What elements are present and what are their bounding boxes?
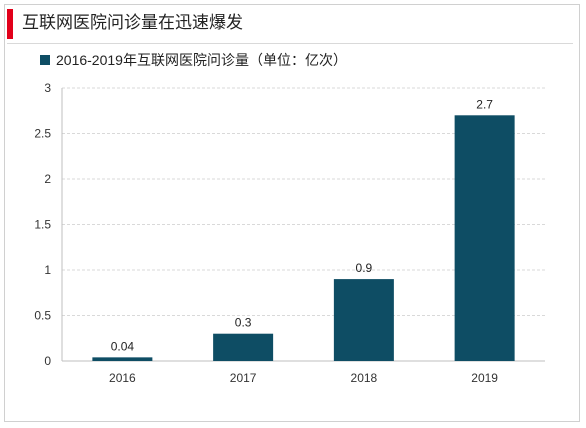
x-tick-label: 2018 [351, 371, 378, 385]
title-divider [7, 43, 573, 44]
y-tick-label: 0.5 [34, 309, 51, 323]
title-accent-bar [7, 9, 13, 39]
x-tick-label: 2017 [230, 371, 257, 385]
y-tick-label: 2 [44, 172, 51, 186]
y-tick-label: 0 [44, 354, 51, 368]
legend-swatch [40, 55, 50, 65]
legend-label: 2016-2019年互联网医院问诊量（单位：亿次） [56, 52, 347, 68]
data-label: 0.9 [356, 261, 373, 275]
y-tick-label: 3 [44, 81, 51, 95]
y-tick-label: 1 [44, 263, 51, 277]
data-label: 2.7 [476, 97, 493, 111]
bar-2018 [333, 279, 394, 361]
y-tick-label: 2.5 [34, 127, 51, 141]
bar-2017 [213, 333, 274, 361]
bar-2019 [454, 115, 515, 361]
page-title: 互联网医院问诊量在迅速爆发 [22, 13, 243, 32]
chart-legend: 2016-2019年互联网医院问诊量（单位：亿次） [40, 51, 347, 69]
data-label: 0.3 [235, 316, 252, 330]
y-tick-label: 1.5 [34, 218, 51, 232]
x-tick-label: 2016 [109, 371, 136, 385]
bar-2016 [92, 357, 153, 361]
x-tick-label: 2019 [471, 371, 498, 385]
data-label: 0.04 [111, 339, 135, 353]
